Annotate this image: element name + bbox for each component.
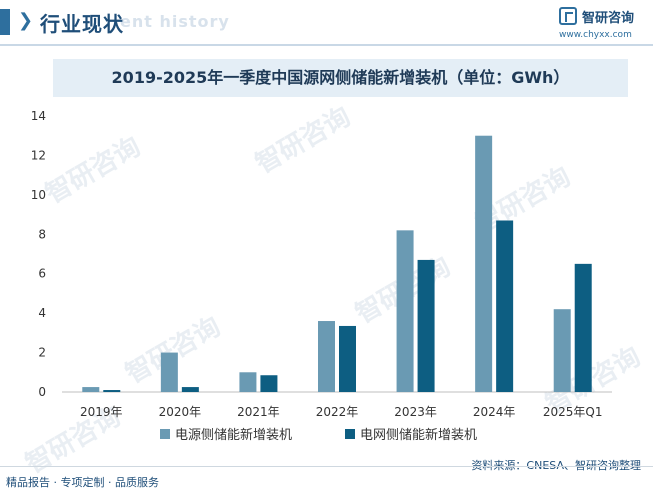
bar-series-1 bbox=[318, 321, 335, 392]
legend-swatch bbox=[345, 429, 355, 439]
y-tick-label: 2 bbox=[38, 346, 46, 360]
brand-name: 智研咨询 bbox=[582, 11, 635, 26]
legend-label: 电网侧储能新增装机 bbox=[360, 427, 477, 443]
bar-series-1 bbox=[475, 135, 493, 392]
page-header: ❯ ent history 行业现状 智研咨询 www.chyxx.com bbox=[0, 0, 653, 46]
bar-series-1 bbox=[160, 352, 178, 392]
chart-title: 2019-2025年一季度中国源网侧储能新增装机（单位：GWh） bbox=[111, 68, 570, 87]
x-tick-label: 2019年 bbox=[80, 405, 123, 419]
chart-title-band bbox=[53, 59, 628, 97]
y-tick-label: 14 bbox=[31, 109, 46, 123]
bar-series-2 bbox=[417, 259, 435, 392]
brand-url: www.chyxx.com bbox=[559, 30, 632, 40]
footer-slogan: 精品报告 · 专项定制 · 品质服务 bbox=[6, 476, 159, 489]
source-note: 资料来源：CNESA、智研咨询整理 bbox=[471, 459, 641, 472]
y-tick-label: 8 bbox=[38, 227, 46, 241]
header-accent-bar bbox=[0, 9, 10, 35]
footer-divider bbox=[0, 466, 653, 467]
x-tick-label: 2025年Q1 bbox=[543, 405, 603, 419]
y-tick-label: 12 bbox=[31, 148, 46, 162]
bar-series-2 bbox=[181, 387, 199, 392]
bar-chart: 0 2 4 6 8 10 12 14 2019年 2020年 2021年 2022年 2023年 2024… bbox=[31, 109, 612, 443]
chevron-right-icon: ❯ bbox=[18, 10, 34, 31]
header-divider bbox=[0, 44, 653, 46]
bar-series-2 bbox=[574, 263, 592, 392]
legend-label: 电源侧储能新增装机 bbox=[175, 427, 292, 443]
x-tick-label: 2023年 bbox=[394, 405, 437, 419]
bar-series-2 bbox=[496, 220, 514, 392]
y-tick-label: 4 bbox=[38, 306, 46, 320]
bar-series-2 bbox=[339, 325, 356, 392]
legend-swatch bbox=[160, 429, 170, 439]
bar-series-1 bbox=[553, 309, 571, 392]
header-ghost-text: ent history bbox=[120, 12, 230, 31]
bar-series-1 bbox=[396, 230, 414, 392]
bar-series-1 bbox=[239, 372, 257, 392]
x-tick-label: 2021年 bbox=[237, 405, 280, 419]
y-tick-label: 10 bbox=[31, 188, 46, 202]
bar-series-2 bbox=[260, 375, 278, 392]
x-tick-label: 2022年 bbox=[316, 405, 359, 419]
bar-series-2 bbox=[103, 390, 121, 392]
y-tick-label: 6 bbox=[38, 267, 46, 281]
page-title: 行业现状 bbox=[40, 12, 124, 36]
y-tick-label: 0 bbox=[38, 385, 46, 399]
x-tick-label: 2020年 bbox=[159, 405, 202, 419]
brand-logo-icon bbox=[559, 7, 577, 25]
x-tick-label: 2024年 bbox=[473, 405, 516, 419]
bar-series-1 bbox=[82, 387, 100, 392]
